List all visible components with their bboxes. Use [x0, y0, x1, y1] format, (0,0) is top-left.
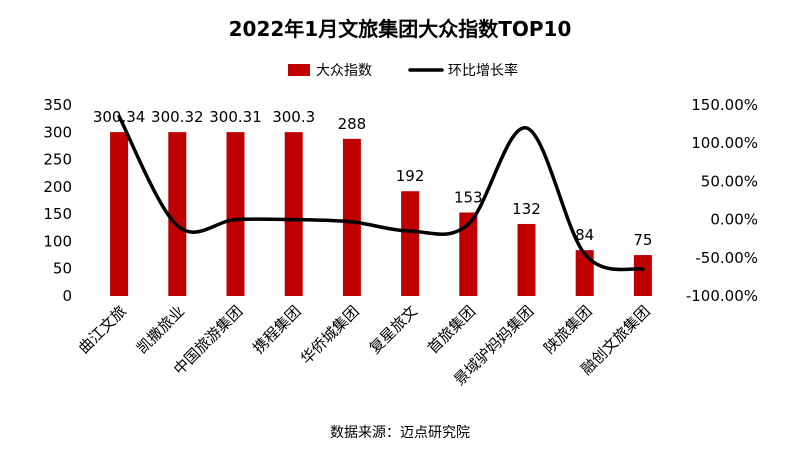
bar-data-label: 288	[338, 115, 367, 133]
bar	[401, 191, 420, 296]
bar-data-label: 192	[396, 167, 425, 185]
category-label: 首旅集团	[424, 302, 479, 357]
bar-data-label: 84	[575, 226, 594, 244]
bar	[284, 132, 303, 296]
left-axis: 0 50 100 150 200 250 300 350	[43, 96, 72, 305]
left-tick-label: 50	[53, 260, 72, 278]
category-label: 曲江文旅	[75, 302, 130, 357]
legend: 大众指数 环比增长率	[288, 62, 518, 79]
right-tick-label: -100.00%	[686, 287, 758, 305]
left-tick-label: 0	[62, 287, 72, 305]
bar-data-label: 300.31	[209, 108, 262, 126]
bar-data-label: 153	[454, 189, 483, 207]
right-tick-label: 50.00%	[701, 172, 758, 190]
category-label: 陕旅集团	[540, 302, 595, 357]
bar	[342, 138, 361, 296]
legend-line-label: 环比增长率	[448, 62, 518, 79]
category-label: 携程集团	[249, 302, 304, 357]
bar-data-label: 300.3	[272, 108, 315, 126]
bar	[633, 255, 652, 296]
bar-data-label: 300.32	[151, 108, 204, 126]
source-note: 数据来源：迈点研究院	[330, 425, 470, 441]
chart-title: 2022年1月文旅集团大众指数TOP10	[229, 17, 572, 41]
category-label: 华侨城集团	[297, 302, 363, 368]
left-tick-label: 300	[43, 123, 72, 141]
bar	[459, 212, 478, 296]
bar-data-label: 75	[633, 231, 652, 249]
bar	[226, 132, 245, 296]
left-tick-label: 200	[43, 178, 72, 196]
right-tick-label: 150.00%	[691, 96, 758, 114]
right-axis: -100.00% -50.00% 0.00% 50.00% 100.00% 150.00%	[686, 96, 758, 305]
left-tick-label: 250	[43, 151, 72, 169]
left-tick-label: 350	[43, 96, 72, 114]
bar-series	[110, 132, 652, 296]
bar	[110, 132, 129, 296]
left-tick-label: 100	[43, 232, 72, 250]
bar	[575, 250, 594, 296]
growth-rate-line	[117, 114, 645, 272]
legend-bar-swatch	[288, 64, 310, 76]
bar	[517, 223, 536, 296]
legend-bar-label: 大众指数	[316, 63, 372, 79]
category-label: 复星旅文	[366, 302, 421, 357]
right-tick-label: 100.00%	[691, 134, 758, 152]
bar	[168, 132, 187, 296]
right-tick-label: 0.00%	[710, 211, 758, 229]
category-label: 凯撒旅业	[133, 302, 188, 357]
right-tick-label: -50.00%	[695, 249, 758, 267]
bar-data-label: 132	[512, 200, 541, 218]
left-tick-label: 150	[43, 205, 72, 223]
